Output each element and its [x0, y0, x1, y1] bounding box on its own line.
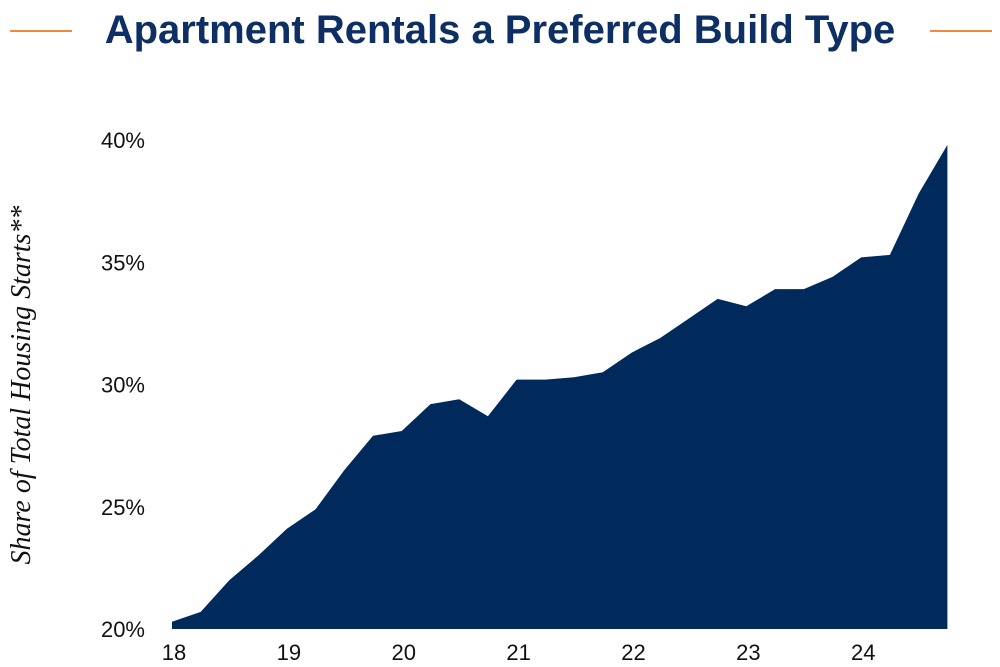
- y-tick-label: 20%: [101, 617, 145, 642]
- y-axis-ticks: 20% 25% 30% 35% 40%: [101, 128, 145, 642]
- x-tick-label: 19: [277, 640, 301, 665]
- x-tick-label: 18: [162, 640, 186, 665]
- y-tick-label: 30%: [101, 373, 145, 398]
- y-tick-label: 40%: [101, 128, 145, 153]
- x-tick-label: 23: [736, 640, 760, 665]
- x-tick-label: 20: [391, 640, 415, 665]
- x-axis-ticks: 18 19 20 21 22 23 24: [162, 640, 876, 665]
- title-rule-right: [930, 30, 992, 32]
- y-tick-label: 35%: [101, 250, 145, 275]
- plot-area: [172, 144, 948, 629]
- y-tick-label: 25%: [101, 495, 145, 520]
- title-rule-left: [10, 30, 72, 32]
- x-tick-label: 24: [851, 640, 875, 665]
- x-tick-label: 21: [506, 640, 530, 665]
- x-tick-label: 22: [621, 640, 645, 665]
- chart-title: Apartment Rentals a Preferred Build Type: [104, 8, 896, 52]
- title-row: Apartment Rentals a Preferred Build Type: [0, 0, 1000, 70]
- area-series-0: [172, 144, 948, 629]
